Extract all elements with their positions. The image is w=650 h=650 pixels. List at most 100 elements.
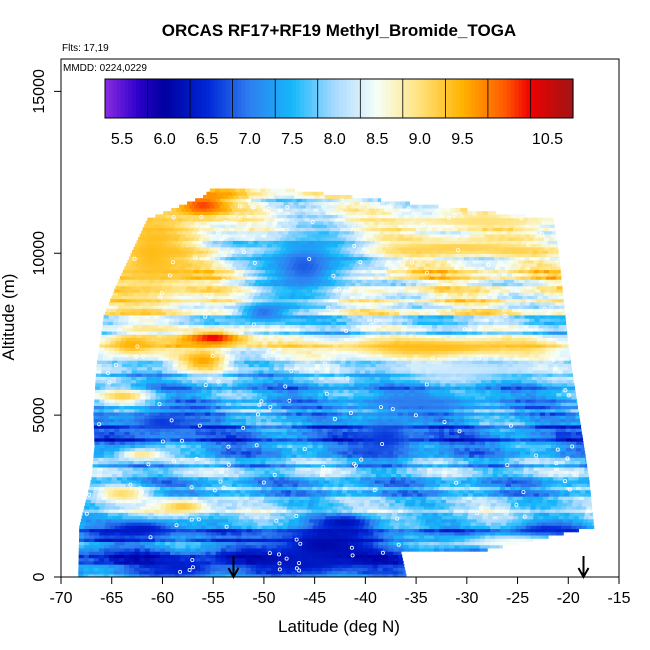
heatmap-cell [85, 518, 92, 523]
heatmap-cell [368, 538, 374, 542]
heatmap-cell [342, 547, 349, 552]
heatmap-cell [352, 547, 359, 552]
heatmap-cell [216, 525, 222, 530]
heatmap-cell [353, 528, 359, 533]
heatmap-cell [271, 544, 278, 549]
heatmap-cell [373, 544, 379, 549]
heatmap-cell [322, 554, 328, 559]
heatmap-cell [465, 521, 472, 526]
heatmap-cell [576, 525, 583, 530]
heatmap-cell [444, 544, 450, 549]
heatmap-cell [80, 518, 87, 523]
heatmap-cell [469, 547, 476, 552]
heatmap-cell [225, 570, 232, 575]
heatmap-cell [373, 531, 380, 536]
heatmap-cell [357, 564, 364, 568]
heatmap-cell [418, 541, 425, 546]
heatmap-cell [326, 573, 333, 577]
heatmap-cell [230, 551, 237, 555]
heatmap-cell [413, 538, 420, 542]
heatmap-cell [139, 570, 145, 575]
heatmap-cell [240, 554, 247, 559]
heatmap-cell [337, 547, 344, 552]
heatmap-cell [501, 518, 508, 523]
heatmap-cell [122, 515, 128, 520]
heatmap-cell [207, 518, 214, 523]
heatmap-cell [367, 560, 374, 565]
heatmap-cell [506, 518, 513, 523]
heatmap-cell [375, 518, 381, 523]
heatmap-cell [362, 573, 368, 577]
heatmap-cell [327, 528, 334, 533]
heatmap-cell [220, 557, 227, 562]
heatmap-cell [419, 525, 425, 530]
heatmap-cell [459, 534, 466, 539]
heatmap-cell [398, 544, 405, 549]
heatmap-cell [505, 534, 511, 539]
heatmap-cell [129, 547, 136, 552]
heatmap-cell [271, 538, 278, 542]
heatmap-cell [332, 528, 339, 533]
heatmap-cell [235, 570, 242, 575]
heatmap-cell [394, 521, 401, 526]
heatmap-cell [130, 521, 137, 526]
heatmap-cell [210, 557, 217, 562]
heatmap-cell [327, 541, 334, 546]
heatmap-cell [84, 528, 90, 533]
heatmap-cell [145, 525, 151, 530]
heatmap-cell [281, 557, 288, 562]
heatmap-cell [179, 564, 186, 568]
heatmap-cell [189, 573, 196, 577]
heatmap-cell [88, 560, 95, 565]
heatmap-cell [306, 554, 313, 559]
heatmap-cell [160, 525, 167, 530]
heatmap-cell [332, 541, 339, 546]
heatmap-cell [316, 573, 323, 577]
heatmap-cell [530, 525, 537, 530]
heatmap-cell [479, 547, 486, 552]
heatmap-cell [572, 518, 579, 523]
heatmap-cell [206, 525, 212, 530]
heatmap-cell [332, 547, 339, 552]
heatmap-cell [119, 544, 126, 549]
heatmap-cell [291, 551, 298, 555]
heatmap-cell [149, 544, 156, 549]
heatmap-cell [129, 525, 136, 530]
heatmap-cell [246, 554, 252, 559]
heatmap-cell [103, 557, 110, 562]
heatmap-cell [561, 521, 568, 526]
heatmap-cell [537, 518, 544, 523]
heatmap-cell [271, 557, 278, 562]
heatmap-cell [286, 557, 293, 562]
heatmap-cell [154, 551, 161, 555]
heatmap-cell [393, 541, 400, 546]
heatmap-cell [107, 515, 113, 520]
heatmap-cell [357, 538, 364, 542]
heatmap-cell [123, 570, 130, 575]
heatmap-cell [393, 528, 400, 533]
heatmap-cell [222, 521, 228, 526]
heatmap-cell [154, 567, 161, 572]
heatmap-cell [332, 538, 339, 542]
heatmap-cell [150, 531, 156, 536]
heatmap-cell [301, 564, 308, 568]
heatmap-cell [312, 551, 318, 555]
heatmap-cell [343, 521, 350, 526]
heatmap-cell [144, 564, 151, 568]
heatmap-cell [109, 541, 116, 546]
heatmap-cell [220, 560, 227, 565]
heatmap-cell [205, 560, 212, 565]
heatmap-cell [113, 564, 120, 568]
heatmap-cell [238, 515, 245, 520]
heatmap-cell [368, 541, 374, 546]
heatmap-cell [286, 541, 293, 546]
heatmap-cell [506, 521, 512, 526]
heatmap-cell [162, 515, 169, 520]
heatmap-cell [104, 534, 111, 539]
heatmap-cell [469, 534, 476, 539]
heatmap-cell [231, 534, 237, 539]
heatmap-cell [179, 573, 186, 577]
heatmap-cell [93, 573, 100, 577]
heatmap-cell [185, 541, 192, 546]
heatmap-cell [439, 528, 446, 533]
